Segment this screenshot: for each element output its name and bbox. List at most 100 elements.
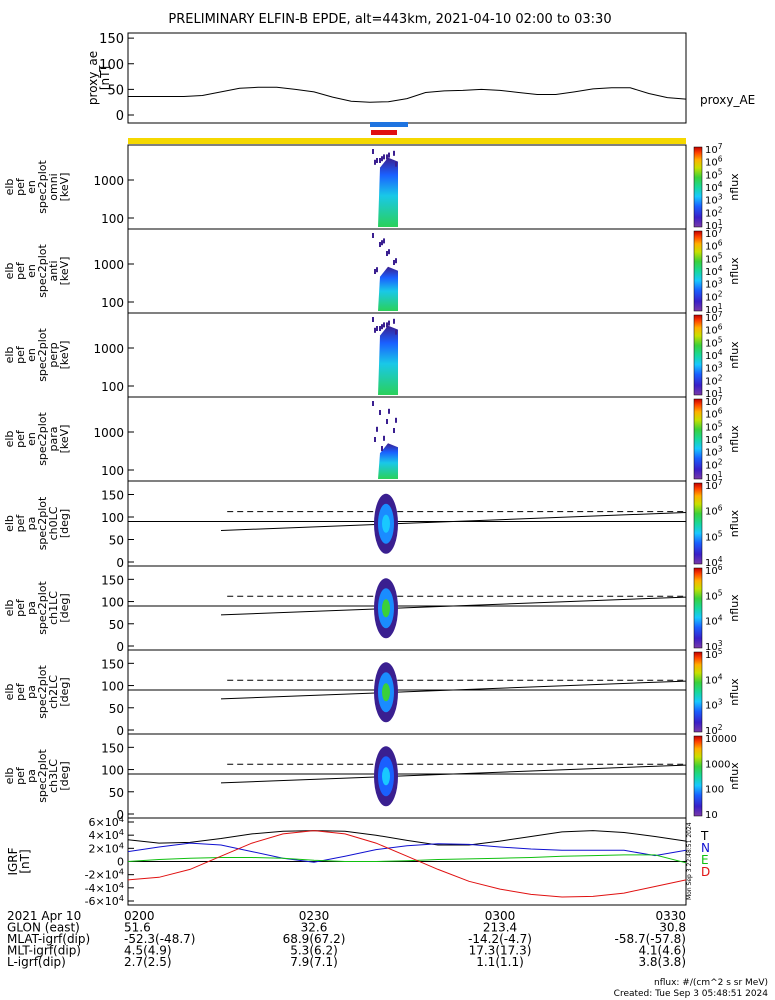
- en_spec2plot_anti-colorbar-tick: 101: [705, 302, 723, 316]
- en_spec2plot_anti-colorbar-tick: 106: [705, 239, 723, 253]
- bottom-row-value: 3.8(3.8): [638, 955, 686, 969]
- pa_spec2plot_ch1LC-pa-blob-core: [382, 599, 390, 618]
- pa_spec2plot_ch0LC-colorbar-tick: 107: [705, 478, 723, 492]
- en_spec2plot_anti-sparse-pixel: [376, 267, 378, 273]
- en_spec2plot_anti-sparse-pixel: [388, 249, 390, 255]
- bottom-row-value: 1.1(1.1): [476, 955, 524, 969]
- en_spec2plot_omni-sparse-pixel: [386, 154, 388, 160]
- side-stamp: Mon Sep 3 22:48:51 2024: [686, 822, 693, 900]
- igrf-ytick-label: -2×104: [85, 867, 124, 882]
- en_spec2plot_perp-colorbar-tick: 105: [705, 335, 723, 349]
- igrf-legend-N: N: [701, 841, 710, 855]
- en_spec2plot_anti-sparse-pixel: [381, 240, 383, 246]
- pa_spec2plot_ch2LC-ytick-label: 0: [116, 724, 124, 738]
- pa_spec2plot_ch3LC-colorbar-tick: 10: [705, 810, 718, 821]
- en_spec2plot_omni-sparse-pixel: [372, 149, 374, 154]
- en_spec2plot_omni-sparse-pixel: [379, 158, 381, 163]
- en_spec2plot_perp-sparse-pixel: [376, 326, 378, 331]
- en_spec2plot_para-ytick-label: 1000: [93, 426, 124, 440]
- en_spec2plot_perp-sparse-pixel: [386, 322, 388, 328]
- pa_spec2plot_ch3LC-pa-blob-core: [382, 767, 390, 786]
- en_spec2plot_perp-colorbar-tick: 104: [705, 348, 723, 362]
- en_spec2plot_omni-spectrum: [378, 157, 398, 227]
- pa_spec2plot_ch1LC-colorbar-tick: 103: [705, 639, 723, 653]
- igrf-legend-E: E: [701, 853, 709, 867]
- en_spec2plot_perp-sparse-pixel: [395, 329, 397, 335]
- pa_spec2plot_ch0LC-loss-cone-line: [220, 512, 687, 531]
- en_spec2plot_perp-spectrum: [378, 325, 398, 395]
- en_spec2plot_anti-colorbar-tick: 104: [705, 264, 723, 278]
- en_spec2plot_omni-colorbar-tick: 103: [705, 193, 723, 207]
- en_spec2plot_anti-colorbar: [693, 230, 703, 312]
- bottom-row-value: 4.1(4.6): [638, 944, 686, 958]
- en_spec2plot_omni-sparse-pixel: [381, 156, 383, 162]
- pa_spec2plot_ch2LC-ylabel: elbpefpaspec2plotch2LC[deg]: [3, 665, 71, 719]
- en_spec2plot_para-sparse-pixel: [388, 408, 390, 414]
- en_spec2plot_perp-colorbar-tick: 101: [705, 386, 723, 400]
- en_spec2plot_para-colorbar-tick: 106: [705, 407, 723, 421]
- igrf-ytick-label: -6×104: [85, 893, 124, 908]
- pa_spec2plot_ch1LC-colorbar-tick: 105: [705, 588, 723, 602]
- igrf-series-T: [127, 830, 687, 846]
- bottom-row-value: 0200: [124, 909, 155, 923]
- pa_spec2plot_ch1LC-ytick-label: 50: [109, 618, 124, 632]
- bottom-row-value: 17.3(17.3): [469, 944, 532, 958]
- science-zone-bar: [128, 138, 686, 144]
- bottom-row-value: 213.4: [483, 921, 517, 935]
- en_spec2plot_para-sparse-pixel: [372, 401, 374, 406]
- bottom-row-value: 0230: [299, 909, 330, 923]
- bottom-row-value: 0330: [655, 909, 686, 923]
- en_spec2plot_perp-colorbar-label: nflux: [728, 341, 741, 369]
- pa_spec2plot_ch0LC-pa-blob-core: [382, 514, 390, 533]
- en_spec2plot_omni-sparse-pixel: [383, 154, 385, 160]
- en_spec2plot_omni-sparse-pixel: [395, 161, 397, 167]
- en_spec2plot_perp-sparse-pixel: [379, 326, 381, 331]
- en_spec2plot_omni-sparse-pixel: [376, 158, 378, 163]
- en_spec2plot_para-sparse-pixel: [379, 410, 381, 415]
- en_spec2plot_para-ytick-label: 100: [101, 464, 124, 478]
- en_spec2plot_para-colorbar: [693, 398, 703, 480]
- pa_spec2plot_ch0LC-colorbar-tick: 106: [705, 504, 723, 518]
- bottom-row-value: 2.7(2.5): [124, 955, 172, 969]
- en_spec2plot_perp-sparse-pixel: [393, 318, 395, 324]
- en_spec2plot_anti-frame: [127, 228, 687, 314]
- pa_spec2plot_ch3LC-ytick-label: 0: [116, 808, 124, 822]
- en_spec2plot_perp-sparse-pixel: [374, 327, 376, 333]
- en_spec2plot_perp-frame: [127, 312, 687, 398]
- igrf-series-D: [127, 830, 687, 898]
- igrf-legend-T: T: [700, 829, 709, 843]
- proxy-ae-legend: proxy_AE: [700, 93, 755, 107]
- igrf-ytick-label: 2×104: [89, 840, 124, 855]
- bottom-row-value: 30.8: [659, 921, 686, 935]
- en_spec2plot_anti-ylabel: elbpefenspec2plotanti[keV]: [3, 244, 71, 298]
- en_spec2plot_omni-colorbar-tick: 102: [705, 205, 723, 219]
- pa_spec2plot_ch2LC-pa-blob-core: [382, 683, 390, 702]
- chart-title: PRELIMINARY ELFIN-B EPDE, alt=443km, 202…: [168, 12, 611, 27]
- pa_spec2plot_ch1LC-colorbar-tick: 104: [705, 614, 723, 628]
- en_spec2plot_para-colorbar-tick: 105: [705, 419, 723, 433]
- proxy-ae-line: [128, 86, 687, 103]
- en_spec2plot_anti-sparse-pixel: [372, 233, 374, 238]
- en_spec2plot_omni-colorbar-tick: 107: [705, 142, 723, 156]
- en_spec2plot_anti-sparse-pixel: [393, 260, 395, 265]
- igrf-series-E: [127, 854, 687, 864]
- pa_spec2plot_ch0LC-ytick-label: 50: [109, 534, 124, 548]
- proxy-ae-ytick-label: 100: [99, 58, 124, 73]
- en_spec2plot_omni-colorbar-tick: 106: [705, 155, 723, 169]
- en_spec2plot_omni-colorbar: [693, 146, 703, 228]
- pa_spec2plot_ch3LC-colorbar-label: nflux: [728, 762, 741, 790]
- bottom-row-value: 0300: [485, 909, 516, 923]
- en_spec2plot_para-sparse-pixel: [395, 417, 397, 423]
- proxy-ae-ytick-label: 50: [107, 83, 124, 98]
- pa_spec2plot_ch3LC-ytick-label: 150: [101, 741, 124, 755]
- pa_spec2plot_ch1LC-loss-cone-line: [220, 596, 687, 616]
- en_spec2plot_para-frame: [127, 396, 687, 482]
- pa_spec2plot_ch1LC-colorbar-label: nflux: [728, 594, 741, 622]
- en_spec2plot_para-sparse-pixel: [374, 437, 376, 442]
- en_spec2plot_perp-ytick-label: 1000: [93, 342, 124, 356]
- en_spec2plot_perp-ylabel: elbpefenspec2plotperp[keV]: [3, 328, 71, 382]
- bottom-row-value: 7.9(7.1): [290, 955, 338, 969]
- en_spec2plot_perp-sparse-pixel: [388, 320, 390, 326]
- en_spec2plot_omni-sparse-pixel: [374, 159, 376, 165]
